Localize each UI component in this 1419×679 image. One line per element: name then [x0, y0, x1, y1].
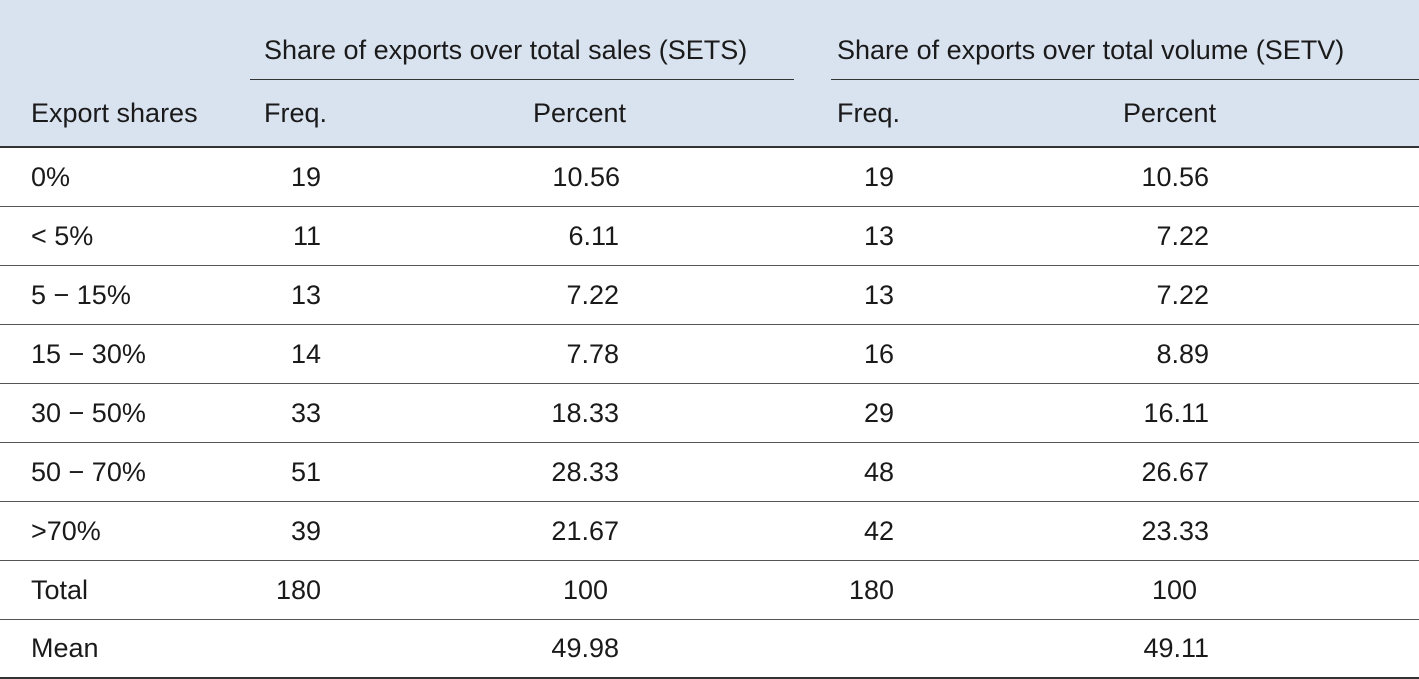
sets-percent-cell: 7.78: [350, 324, 620, 384]
sets-freq-cell: 13: [250, 265, 350, 325]
header-group-sets: Share of exports over total sales (SETS): [250, 0, 830, 80]
table-row: >70% 39 21.67 42 23.33: [0, 501, 1419, 561]
sets-percent-cell: 7.22: [350, 265, 620, 325]
header-group-sets-label: Share of exports over total sales (SETS): [264, 35, 748, 65]
sets-percent-cell: 49.98: [350, 619, 620, 679]
spacer-cell: [620, 560, 831, 620]
header-empty-cell: [0, 0, 250, 80]
spacer-cell: [620, 206, 831, 266]
sets-percent-cell: 21.67: [350, 501, 620, 561]
row-label: Total: [0, 560, 250, 620]
col-header-export-shares: Export shares: [31, 97, 198, 128]
row-label: 5 − 15%: [0, 265, 250, 325]
row-label: 15 − 30%: [0, 324, 250, 384]
setv-freq-cell: [830, 619, 931, 679]
setv-freq-cell: 180: [830, 560, 931, 620]
sets-percent-cell: 28.33: [350, 442, 620, 502]
sets-freq-cell: 180: [250, 560, 350, 620]
header-group-setv-rule: [831, 79, 1419, 80]
header-group-setv: Share of exports over total volume (SETV…: [830, 0, 1419, 80]
setv-freq-cell: 16: [830, 324, 931, 384]
setv-freq-cell: 29: [830, 383, 931, 443]
spacer-cell: [620, 265, 831, 325]
table-row-total: Total 180 100 180 100: [0, 560, 1419, 620]
setv-percent-cell: 10.56: [930, 147, 1419, 207]
spacer-cell: [620, 383, 831, 443]
spacer-cell: [620, 619, 831, 679]
sets-freq-cell: 51: [250, 442, 350, 502]
sets-freq-cell: 11: [250, 206, 350, 266]
setv-freq-cell: 42: [830, 501, 931, 561]
sets-freq-cell: [250, 619, 350, 679]
setv-percent-cell: 23.33: [930, 501, 1419, 561]
table-row: 30 − 50% 33 18.33 29 16.11: [0, 383, 1419, 443]
setv-percent-cell: 7.22: [930, 206, 1419, 266]
setv-freq-cell: 13: [830, 265, 931, 325]
table-header: Share of exports over total sales (SETS)…: [0, 0, 1419, 147]
setv-percent-cell: 100: [930, 560, 1419, 620]
row-label: 0%: [0, 147, 250, 207]
col-header-spacer: [620, 80, 830, 147]
table-row: 5 − 15% 13 7.22 13 7.22: [0, 265, 1419, 325]
sets-freq-cell: 33: [250, 383, 350, 443]
col-header-sets-percent: Percent: [533, 97, 627, 128]
sets-percent-cell: 18.33: [350, 383, 620, 443]
col-header-setv-percent: Percent: [1123, 97, 1217, 128]
header-group-setv-label: Share of exports over total volume (SETV…: [837, 35, 1345, 65]
spacer-cell: [620, 324, 831, 384]
row-label: >70%: [0, 501, 250, 561]
sets-freq-cell: 14: [250, 324, 350, 384]
setv-percent-cell: 26.67: [930, 442, 1419, 502]
table-row-mean: Mean 49.98 49.11: [0, 619, 1419, 679]
spacer-cell: [620, 501, 831, 561]
setv-percent-cell: 7.22: [930, 265, 1419, 325]
table-row: 50 − 70% 51 28.33 48 26.67: [0, 442, 1419, 502]
row-label: 50 − 70%: [0, 442, 250, 502]
sets-percent-cell: 6.11: [350, 206, 620, 266]
setv-percent-cell: 16.11: [930, 383, 1419, 443]
spacer-cell: [620, 147, 831, 207]
sets-percent-cell: 100: [350, 560, 620, 620]
col-header-sets-freq: Freq.: [264, 97, 328, 128]
header-group-sets-rule: [250, 79, 794, 80]
sets-percent-cell: 10.56: [350, 147, 620, 207]
setv-freq-cell: 19: [830, 147, 931, 207]
spacer-cell: [620, 442, 831, 502]
table-row: < 5% 11 6.11 13 7.22: [0, 206, 1419, 266]
row-label: Mean: [0, 619, 250, 679]
col-header-setv-freq: Freq.: [837, 97, 901, 128]
setv-freq-cell: 48: [830, 442, 931, 502]
setv-percent-cell: 49.11: [930, 619, 1419, 679]
table-row: 15 − 30% 14 7.78 16 8.89: [0, 324, 1419, 384]
setv-percent-cell: 8.89: [930, 324, 1419, 384]
sets-freq-cell: 39: [250, 501, 350, 561]
table-row: 0% 19 10.56 19 10.56: [0, 147, 1419, 207]
setv-freq-cell: 13: [830, 206, 931, 266]
row-label: 30 − 50%: [0, 383, 250, 443]
table-body: 0% 19 10.56 19 10.56 < 5% 11 6.11 13 7.2…: [0, 147, 1419, 679]
row-label: < 5%: [0, 206, 250, 266]
sets-freq-cell: 19: [250, 147, 350, 207]
